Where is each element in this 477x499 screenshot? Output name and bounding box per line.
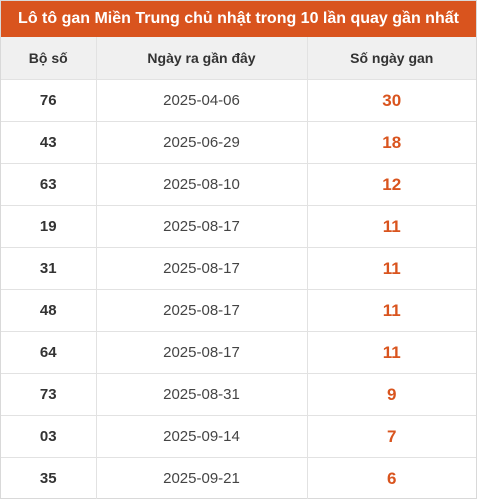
table-row: 64 2025-08-17 11 [1, 331, 476, 374]
lo-gan-table: Bộ số Ngày ra gần đây Số ngày gan 76 202… [1, 37, 476, 499]
row-number: 48 [1, 289, 96, 332]
row-date: 2025-08-17 [95, 289, 307, 332]
row-gan-days: 11 [306, 331, 476, 374]
row-gan-days: 6 [306, 457, 476, 499]
row-date: 2025-09-14 [95, 415, 307, 458]
row-gan-days: 9 [306, 373, 476, 416]
row-date: 2025-08-17 [95, 331, 307, 374]
table-row: 43 2025-06-29 18 [1, 121, 476, 164]
panel-title: Lô tô gan Miền Trung chủ nhật trong 10 l… [1, 1, 476, 37]
row-gan-days: 11 [306, 205, 476, 248]
row-gan-days: 7 [306, 415, 476, 458]
column-header-recent-date: Ngày ra gần đây [95, 37, 307, 80]
row-gan-days: 30 [306, 79, 476, 122]
row-number: 73 [1, 373, 96, 416]
table-row: 48 2025-08-17 11 [1, 289, 476, 332]
row-date: 2025-08-17 [95, 205, 307, 248]
row-date: 2025-06-29 [95, 121, 307, 164]
table-row: 19 2025-08-17 11 [1, 205, 476, 248]
row-date: 2025-08-10 [95, 163, 307, 206]
table-header-row: Bộ số Ngày ra gần đây Số ngày gan [1, 37, 476, 80]
row-gan-days: 18 [306, 121, 476, 164]
row-gan-days: 12 [306, 163, 476, 206]
row-number: 43 [1, 121, 96, 164]
row-date: 2025-04-06 [95, 79, 307, 122]
row-number: 76 [1, 79, 96, 122]
row-number: 19 [1, 205, 96, 248]
row-number: 63 [1, 163, 96, 206]
table-row: 76 2025-04-06 30 [1, 79, 476, 122]
table-row: 73 2025-08-31 9 [1, 373, 476, 416]
row-gan-days: 11 [306, 247, 476, 290]
row-date: 2025-08-17 [95, 247, 307, 290]
row-gan-days: 11 [306, 289, 476, 332]
row-date: 2025-08-31 [95, 373, 307, 416]
column-header-gan-days: Số ngày gan [306, 37, 476, 80]
row-date: 2025-09-21 [95, 457, 307, 499]
column-header-number: Bộ số [1, 37, 96, 80]
table-row: 63 2025-08-10 12 [1, 163, 476, 206]
row-number: 64 [1, 331, 96, 374]
table-row: 03 2025-09-14 7 [1, 415, 476, 458]
row-number: 03 [1, 415, 96, 458]
row-number: 31 [1, 247, 96, 290]
table-row: 35 2025-09-21 6 [1, 457, 476, 499]
table-row: 31 2025-08-17 11 [1, 247, 476, 290]
row-number: 35 [1, 457, 96, 499]
